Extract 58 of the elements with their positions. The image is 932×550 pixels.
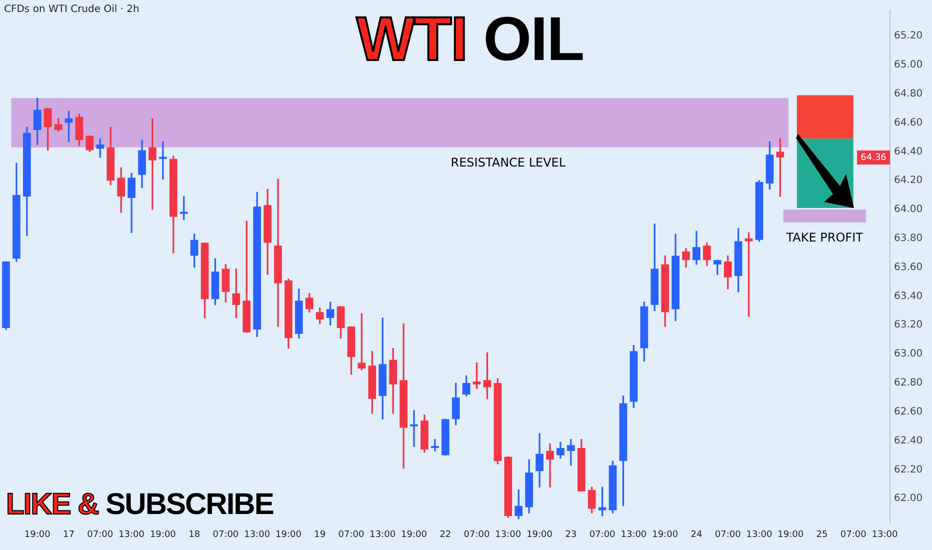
- x-tick-label: 07:00: [714, 530, 742, 540]
- y-tick-label: 63.80: [894, 233, 923, 244]
- x-tick-label: 13:00: [118, 530, 145, 540]
- x-tick-label: 22: [440, 530, 452, 540]
- y-tick-label: 63.20: [894, 320, 923, 331]
- y-tick-label: 62.80: [894, 378, 923, 389]
- annotation: LIKE & SUBSCRIBE: [6, 488, 274, 522]
- band-label: TAKE PROFIT: [785, 230, 864, 245]
- x-tick-label: 07:00: [87, 530, 114, 540]
- y-tick-label: 64.00: [894, 204, 923, 216]
- x-tick-label: 19:00: [526, 530, 553, 540]
- x-tick-label: 13:00: [495, 530, 522, 540]
- x-tick-label: 23: [565, 530, 577, 540]
- candlestick: [546, 443, 554, 488]
- x-tick-label: 19:00: [150, 530, 176, 540]
- candlestick: [148, 118, 156, 210]
- x-tick-label: 13:00: [872, 530, 898, 540]
- y-tick-label: 62.60: [894, 406, 923, 418]
- annotation: 64.36: [860, 152, 887, 163]
- y-tick-label: 63.00: [894, 348, 923, 360]
- y-tick-label: 64.40: [894, 146, 923, 158]
- x-tick-label: 07:00: [464, 530, 490, 540]
- x-tick-label: 07:00: [338, 530, 364, 540]
- x-tick-label: 19: [314, 530, 326, 540]
- band-label: RESISTANCE LEVEL: [450, 155, 566, 170]
- candlestick: [410, 410, 418, 447]
- y-tick-label: 62.00: [894, 493, 923, 504]
- x-tick-label: 13:00: [244, 530, 270, 540]
- y-tick-label: 65.00: [894, 60, 923, 71]
- x-tick-label: 19:00: [275, 530, 302, 540]
- y-tick-label: 63.60: [894, 262, 923, 273]
- chart-title: WTI OIL: [356, 5, 584, 74]
- y-tick-label: 64.60: [894, 117, 923, 128]
- candlestick: [567, 439, 575, 466]
- x-tick-label: 13:00: [746, 530, 772, 540]
- x-tick-label: 19:00: [652, 530, 678, 540]
- x-tick-label: 07:00: [212, 530, 239, 540]
- x-tick-label: 25: [816, 530, 828, 540]
- x-tick-label: 19:00: [401, 530, 428, 540]
- x-tick-label: 13:00: [620, 530, 647, 540]
- candlestick: [274, 178, 282, 327]
- y-tick-label: 62.20: [894, 464, 923, 476]
- candlestick: [159, 141, 167, 180]
- x-tick-label: 07:00: [840, 530, 867, 540]
- y-tick-label: 64.80: [894, 88, 923, 100]
- x-tick-label: 07:00: [589, 530, 616, 540]
- candlestick: [431, 439, 439, 452]
- y-tick-label: 64.20: [894, 175, 923, 186]
- x-tick-label: 19:00: [24, 530, 51, 540]
- x-tick-label: 13:00: [370, 530, 396, 540]
- y-tick-label: 63.40: [894, 290, 923, 302]
- x-tick-label: 17: [63, 530, 74, 540]
- x-tick-label: 18: [188, 530, 200, 540]
- chart-subtitle: CFDs on WTI Crude Oil · 2h: [4, 4, 140, 15]
- x-tick-label: 24: [690, 530, 702, 540]
- y-tick-label: 65.20: [894, 30, 923, 42]
- y-tick-label: 62.40: [894, 435, 923, 446]
- x-tick-label: 19:00: [778, 530, 804, 540]
